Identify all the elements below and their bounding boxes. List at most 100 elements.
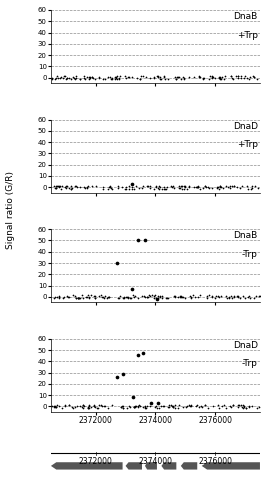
Point: [55, 72, 60, 80]
Point: [236, 401, 241, 409]
Point: [61, 294, 65, 302]
Point: [218, 74, 222, 82]
Point: [200, 184, 205, 192]
Point: [78, 75, 83, 83]
Point: [196, 183, 200, 191]
Point: [217, 182, 222, 190]
Point: [192, 73, 196, 81]
Point: [107, 293, 111, 301]
Point: [117, 75, 121, 83]
Point: [158, 292, 162, 300]
Point: [51, 403, 56, 411]
Point: [67, 74, 72, 82]
Point: [192, 183, 196, 191]
Point: [231, 401, 235, 409]
Point: [65, 182, 69, 190]
Point: [247, 403, 251, 411]
Point: [203, 401, 207, 409]
Point: [133, 403, 137, 411]
Point: [112, 73, 117, 81]
Point: [128, 404, 132, 411]
Point: [217, 74, 221, 82]
Point: [115, 75, 120, 83]
Point: [116, 294, 120, 302]
Point: [125, 404, 129, 412]
Point: [122, 294, 126, 302]
Point: [106, 74, 110, 82]
Point: [154, 402, 158, 409]
Point: [210, 74, 214, 82]
Point: [229, 72, 233, 80]
Point: [203, 182, 207, 190]
Point: [183, 294, 187, 302]
Point: [178, 292, 182, 300]
Point: [145, 402, 150, 410]
Point: [169, 402, 174, 409]
Point: [87, 402, 91, 410]
Point: [236, 402, 240, 410]
Point: [158, 184, 162, 192]
Point: [185, 184, 189, 192]
Point: [108, 182, 112, 190]
Point: [213, 294, 217, 302]
Point: [129, 182, 134, 190]
Point: [76, 294, 80, 302]
Point: [236, 72, 240, 80]
Point: [73, 182, 77, 190]
Point: [143, 236, 147, 244]
Point: [132, 403, 136, 411]
Point: [219, 292, 223, 300]
Text: DnaB: DnaB: [234, 12, 258, 21]
Point: [157, 182, 161, 190]
Point: [254, 292, 258, 300]
Point: [158, 75, 162, 83]
Point: [232, 182, 236, 190]
Text: +Trp: +Trp: [237, 140, 258, 149]
Point: [127, 402, 131, 410]
Point: [141, 404, 145, 411]
Point: [183, 404, 188, 411]
Point: [59, 182, 64, 190]
Point: [101, 402, 106, 410]
Point: [93, 404, 97, 411]
Point: [164, 294, 168, 302]
Point: [135, 350, 140, 358]
Point: [145, 293, 149, 301]
Point: [172, 292, 176, 300]
Point: [76, 294, 80, 302]
Point: [67, 294, 72, 302]
Point: [75, 402, 79, 410]
Point: [62, 294, 66, 302]
Point: [102, 294, 106, 302]
Point: [84, 73, 89, 81]
Point: [50, 74, 54, 82]
Point: [73, 292, 77, 300]
Point: [217, 74, 221, 82]
FancyArrow shape: [181, 462, 197, 469]
Point: [150, 292, 154, 300]
Point: [96, 74, 101, 82]
Point: [243, 294, 247, 302]
Point: [143, 403, 148, 411]
Point: [78, 183, 82, 191]
Point: [221, 184, 225, 192]
Point: [77, 294, 81, 302]
Point: [205, 294, 210, 302]
Point: [158, 292, 162, 300]
Point: [62, 401, 67, 409]
Point: [189, 293, 193, 301]
Point: [206, 404, 210, 412]
Point: [114, 259, 119, 267]
Point: [121, 404, 125, 412]
Point: [251, 73, 256, 81]
Point: [194, 402, 198, 410]
Point: [123, 184, 128, 192]
Point: [154, 182, 158, 190]
Point: [243, 72, 247, 80]
Point: [182, 74, 186, 82]
Point: [245, 182, 250, 190]
Point: [136, 294, 140, 302]
Point: [107, 293, 111, 301]
Point: [142, 292, 147, 300]
Point: [169, 182, 173, 190]
